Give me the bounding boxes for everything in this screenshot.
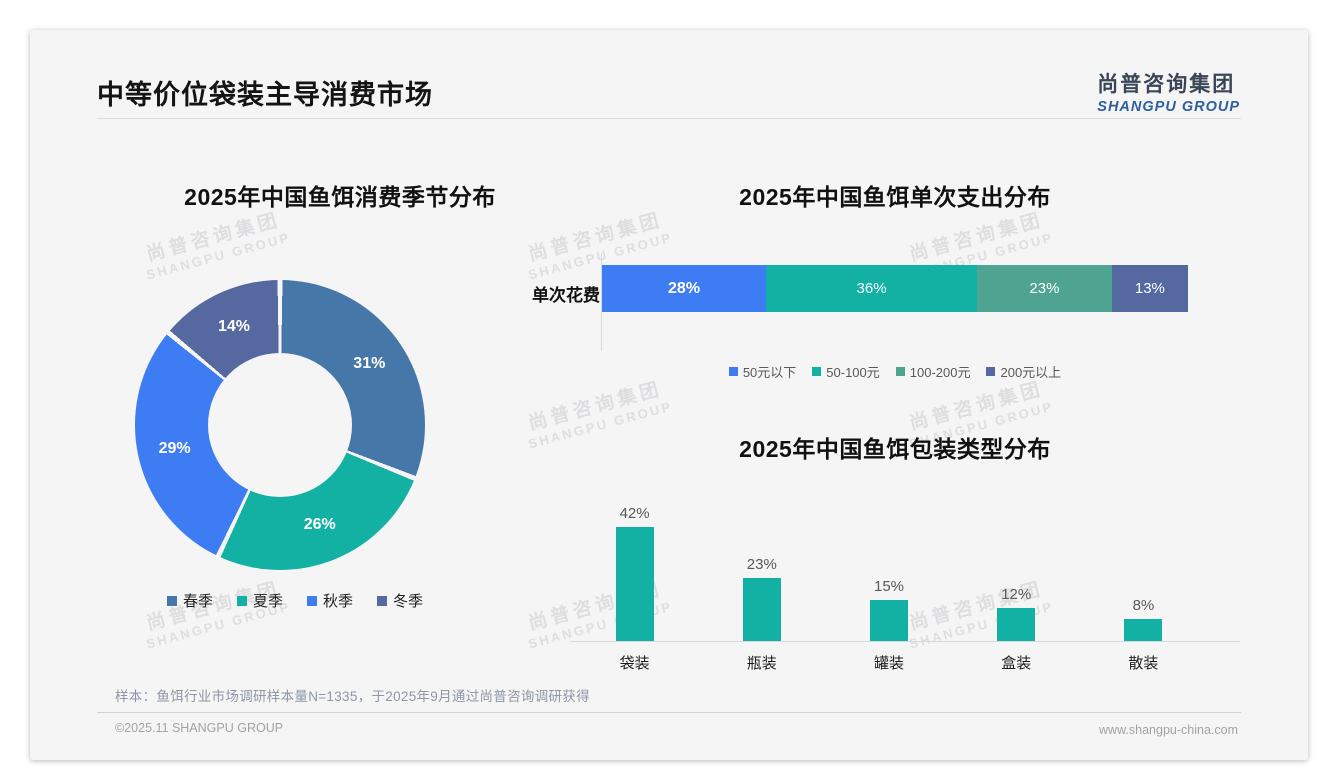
bar-slot: 15% (825, 490, 952, 641)
bar-value-label: 8% (1132, 597, 1155, 615)
legend-label: 春季 (182, 593, 213, 610)
legend-swatch-icon (728, 367, 738, 376)
stacked-chart-title: 2025年中国鱼饵单次支出分布 (739, 184, 1051, 210)
donut-slice-label: 29% (158, 439, 191, 457)
stacked-segment: 13% (1111, 265, 1188, 312)
bar-chart-title: 2025年中国鱼饵包装类型分布 (739, 436, 1051, 462)
footer-website: www.shangpu-china.com (1099, 723, 1238, 737)
watermark-cn-text: 尚普咨询集团 (526, 209, 665, 266)
bar-category-label: 瓶装 (746, 655, 777, 672)
bar (870, 600, 908, 641)
watermark-cn-text: 尚普咨询集团 (907, 209, 1046, 266)
logo-english-text: SHANGPU GROUP (1097, 99, 1240, 115)
bar (615, 526, 654, 641)
legend-label: 夏季 (252, 593, 283, 610)
bar-category-label: 散装 (1128, 655, 1159, 672)
donut-slice-label: 31% (353, 355, 386, 373)
watermark-en-text: SHANGPU GROUP (144, 229, 293, 283)
bar-value-label: 12% (1001, 586, 1032, 604)
stacked-legend: 50元以下 50-100元 100-200元 200元以上 (620, 362, 1170, 381)
stacked-bar: 28% 36% 23% 13% (602, 265, 1188, 312)
stacked-segment: 23% (977, 265, 1112, 312)
legend-item: 50元以下 (728, 362, 797, 381)
bar (742, 578, 781, 641)
legend-item: 春季 (166, 590, 213, 611)
bar-value-label: 15% (873, 578, 905, 596)
legend-label: 50-100元 (826, 365, 880, 380)
legend-item: 50-100元 (812, 362, 880, 381)
legend-item: 冬季 (377, 590, 423, 611)
legend-item: 200元以上 (986, 362, 1061, 381)
legend-swatch-icon (986, 367, 996, 376)
header-divider (97, 118, 1241, 119)
watermark-cn-text: 尚普咨询集团 (907, 378, 1046, 435)
legend-label: 100-200元 (909, 365, 971, 380)
bar-chart-categories: 袋装 瓶装 罐装 盒装 散装 (571, 652, 1207, 673)
stacked-segment: 28% (602, 265, 767, 312)
legend-label: 50元以下 (742, 365, 797, 380)
legend-item: 夏季 (236, 590, 283, 611)
bar-slot: 8% (1080, 490, 1207, 641)
footer-divider (97, 712, 1241, 713)
legend-swatch-icon (307, 595, 317, 606)
sample-footnote: 样本：鱼饵行业市场调研样本量N=1335，于2025年9月通过尚普咨询调研获得 (115, 689, 590, 704)
slide-card: 尚普咨询集团 SHANGPU GROUP 尚普咨询集团 SHANGPU GROUP 尚普… (30, 30, 1308, 760)
legend-label: 秋季 (323, 593, 354, 610)
bar-category-label: 罐装 (874, 655, 905, 672)
legend-swatch-icon (812, 367, 822, 376)
watermark-cn-text: 尚普咨询集团 (144, 209, 283, 266)
legend-swatch-icon (236, 595, 247, 606)
stacked-segment: 36% (766, 265, 978, 312)
donut-slice-label: 26% (303, 516, 336, 534)
bar-chart: 42% 23% 15% 12% 8% (571, 490, 1207, 641)
company-logo: 尚普咨询集团 SHANGPU GROUP (1097, 68, 1240, 115)
stacked-axis-line (601, 253, 602, 351)
bar-chart-baseline (570, 641, 1240, 642)
bar-value-label: 42% (619, 504, 650, 522)
donut-slice-label: 14% (218, 318, 251, 336)
legend-label: 冬季 (393, 593, 424, 610)
bar-value-label: 23% (746, 556, 777, 574)
bar-slot: 23% (698, 490, 825, 641)
legend-item: 100-200元 (895, 362, 971, 381)
legend-swatch-icon (895, 367, 905, 376)
legend-item: 秋季 (307, 590, 353, 611)
stacked-row-label: 单次花费 (532, 286, 600, 305)
legend-swatch-icon (377, 595, 388, 606)
donut-legend: 春季 夏季 秋季 冬季 (135, 590, 455, 611)
bar-slot: 42% (571, 490, 698, 641)
legend-swatch-icon (166, 595, 177, 606)
bar-category-label: 袋装 (619, 655, 650, 672)
page-title: 中等价位袋装主导消费市场 (97, 80, 433, 110)
watermark-cn-text: 尚普咨询集团 (526, 378, 665, 435)
bar (1124, 619, 1163, 641)
bar-category-label: 盒装 (1001, 655, 1032, 672)
footer-copyright: ©2025.11 SHANGPU GROUP (115, 721, 284, 735)
legend-label: 200元以上 (1000, 365, 1062, 380)
bar-slot: 12% (953, 490, 1080, 641)
bar (997, 608, 1036, 641)
logo-chinese-text: 尚普咨询集团 (1097, 73, 1236, 96)
donut-chart-title: 2025年中国鱼饵消费季节分布 (184, 184, 496, 210)
donut-chart-hole (208, 353, 352, 497)
